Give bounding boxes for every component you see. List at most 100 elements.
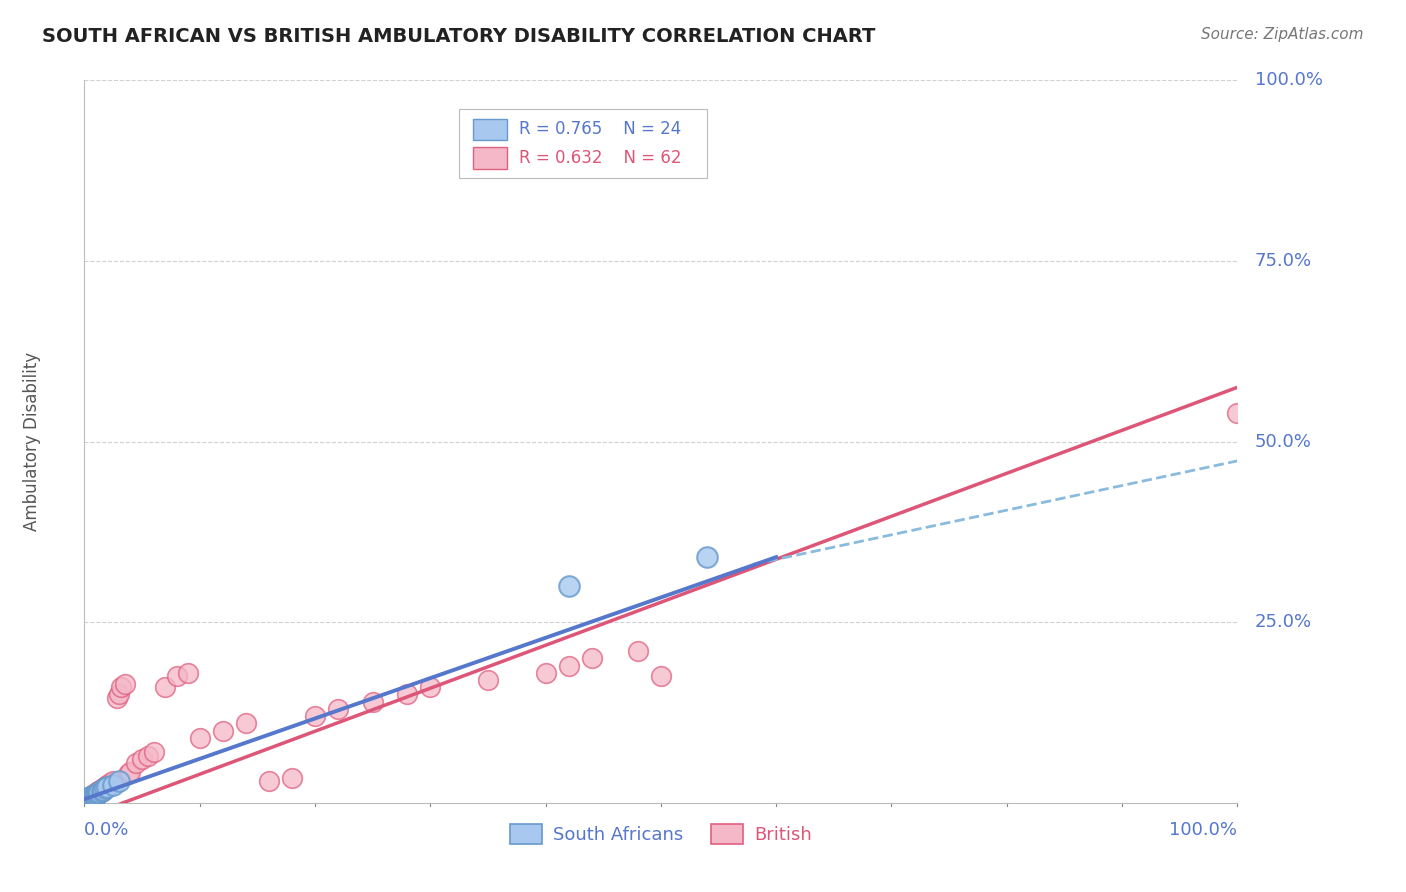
Point	[89, 785, 111, 799]
Point	[117, 767, 139, 781]
Point	[89, 782, 111, 797]
Point	[211, 723, 233, 738]
Point	[76, 792, 98, 806]
Point	[103, 774, 124, 789]
Point	[80, 789, 103, 804]
Point	[89, 783, 111, 797]
Point	[82, 789, 104, 804]
Bar	[472, 147, 508, 169]
Legend: South Africans, British: South Africans, British	[503, 817, 818, 852]
Point	[84, 786, 107, 800]
Point	[80, 790, 103, 805]
Point	[90, 782, 112, 797]
Point	[77, 791, 100, 805]
Point	[627, 644, 650, 658]
Point	[76, 793, 98, 807]
Point	[96, 779, 118, 793]
Point	[79, 790, 101, 805]
Point	[91, 782, 114, 797]
Point	[477, 673, 499, 687]
Point	[76, 794, 98, 808]
Point	[83, 789, 105, 803]
Point	[82, 789, 104, 803]
Point	[110, 680, 132, 694]
Point	[76, 791, 98, 805]
Point	[79, 790, 101, 805]
Point	[108, 774, 131, 789]
Text: 25.0%: 25.0%	[1254, 613, 1312, 632]
Bar	[460, 109, 707, 178]
Point	[80, 790, 103, 805]
Point	[98, 775, 121, 789]
Point	[103, 778, 124, 792]
Text: 100.0%: 100.0%	[1170, 821, 1237, 838]
Text: 100.0%: 100.0%	[1254, 71, 1323, 89]
Point	[396, 687, 419, 701]
Point	[114, 676, 136, 690]
Text: Ambulatory Disability: Ambulatory Disability	[24, 352, 42, 531]
Point	[304, 709, 326, 723]
Point	[136, 748, 159, 763]
Point	[534, 665, 557, 680]
Point	[650, 669, 672, 683]
Point	[86, 785, 108, 799]
Point	[83, 787, 105, 801]
Point	[153, 680, 176, 694]
Point	[177, 665, 200, 680]
Point	[96, 780, 118, 794]
Text: 0.0%: 0.0%	[84, 821, 129, 838]
Point	[581, 651, 603, 665]
Point	[257, 774, 280, 789]
Point	[86, 787, 108, 801]
Point	[696, 550, 718, 565]
Point	[90, 784, 112, 798]
Text: 75.0%: 75.0%	[1254, 252, 1312, 270]
Bar	[472, 119, 508, 140]
Point	[77, 792, 100, 806]
Point	[76, 794, 98, 808]
Point	[131, 752, 153, 766]
Point	[125, 756, 148, 770]
Point	[557, 579, 579, 593]
Point	[557, 658, 579, 673]
Point	[281, 771, 304, 785]
Point	[91, 781, 114, 796]
Point	[94, 780, 117, 794]
Point	[87, 786, 110, 800]
Text: 50.0%: 50.0%	[1254, 433, 1312, 450]
Point	[83, 788, 105, 802]
Point	[79, 790, 101, 805]
Point	[142, 745, 165, 759]
Point	[105, 691, 128, 706]
Point	[419, 680, 441, 694]
Point	[77, 790, 100, 805]
Point	[108, 687, 131, 701]
Point	[94, 781, 117, 796]
Point	[84, 788, 107, 802]
Text: SOUTH AFRICAN VS BRITISH AMBULATORY DISABILITY CORRELATION CHART: SOUTH AFRICAN VS BRITISH AMBULATORY DISA…	[42, 27, 876, 45]
Point	[87, 784, 110, 798]
Point	[76, 792, 98, 806]
Point	[76, 793, 98, 807]
Point	[96, 778, 118, 792]
Text: Source: ZipAtlas.com: Source: ZipAtlas.com	[1201, 27, 1364, 42]
Point	[326, 702, 349, 716]
Text: R = 0.765    N = 24: R = 0.765 N = 24	[519, 120, 682, 137]
Point	[83, 787, 105, 801]
Point	[166, 669, 188, 683]
Point	[93, 780, 115, 795]
Point	[120, 765, 142, 780]
Point	[75, 794, 97, 808]
Point	[76, 793, 98, 807]
Point	[235, 716, 257, 731]
Point	[82, 789, 104, 803]
Point	[361, 695, 384, 709]
Point	[1226, 406, 1249, 420]
Point	[79, 790, 101, 805]
Point	[75, 794, 97, 808]
Point	[83, 789, 105, 803]
Point	[75, 794, 97, 808]
Point	[84, 786, 107, 800]
Point	[188, 731, 211, 745]
Point	[77, 791, 100, 805]
